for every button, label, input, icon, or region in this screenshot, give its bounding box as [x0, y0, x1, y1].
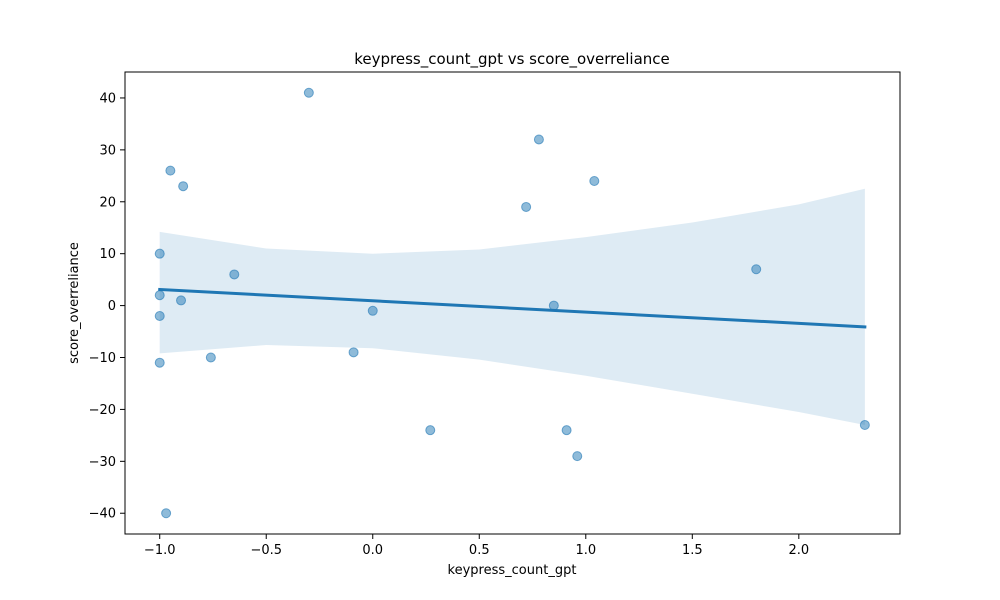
data-point — [154, 248, 165, 259]
data-point — [178, 181, 189, 192]
y-tick-label: 30 — [99, 143, 116, 158]
data-point — [154, 310, 165, 321]
data-point — [751, 264, 762, 275]
data-point — [533, 134, 544, 145]
x-tick-label: 2.0 — [788, 543, 809, 558]
data-point — [521, 201, 532, 212]
data-point — [229, 269, 240, 280]
data-point — [176, 295, 187, 306]
regression-line — [158, 287, 867, 329]
y-axis-label: score_overreliance — [67, 242, 82, 364]
regression-line-layer — [158, 287, 867, 329]
y-tick-label: −20 — [89, 403, 116, 418]
y-axis-ticks: −40 −30 −20 −10 0 10 20 30 40 — [89, 91, 125, 522]
x-tick-label: 1.0 — [575, 543, 596, 558]
data-point — [154, 290, 165, 301]
x-tick-label: 0.0 — [362, 543, 383, 558]
x-tick-label: 0.5 — [469, 543, 490, 558]
data-point — [165, 165, 176, 176]
y-tick-label: −10 — [89, 351, 116, 366]
x-axis-label: keypress_count_gpt — [448, 563, 577, 578]
data-point — [561, 425, 572, 436]
data-point — [859, 419, 870, 430]
y-tick-label: 20 — [99, 195, 116, 210]
data-point — [367, 305, 378, 316]
x-tick-label: 1.5 — [682, 543, 703, 558]
plot-frame — [124, 71, 901, 535]
data-point — [303, 87, 314, 98]
x-tick-label: −1.0 — [144, 543, 176, 558]
y-tick-label: 10 — [99, 247, 116, 262]
data-point — [348, 347, 359, 358]
y-tick-label: −40 — [89, 507, 116, 522]
data-point — [161, 508, 172, 519]
y-tick-label: 0 — [108, 299, 116, 314]
data-point — [589, 176, 600, 187]
data-point — [425, 425, 436, 436]
data-point — [154, 357, 165, 368]
y-tick-label: 40 — [99, 91, 116, 106]
x-axis-ticks: −1.0 −0.5 0.0 0.5 1.0 1.5 2.0 — [144, 534, 809, 558]
y-tick-label: −30 — [89, 455, 116, 470]
data-point — [572, 451, 583, 462]
data-points-layer — [154, 87, 870, 519]
x-tick-label: −0.5 — [250, 543, 282, 558]
data-point — [548, 300, 559, 311]
chart-title: keypress_count_gpt vs score_overreliance — [354, 50, 670, 69]
data-point — [205, 352, 216, 363]
